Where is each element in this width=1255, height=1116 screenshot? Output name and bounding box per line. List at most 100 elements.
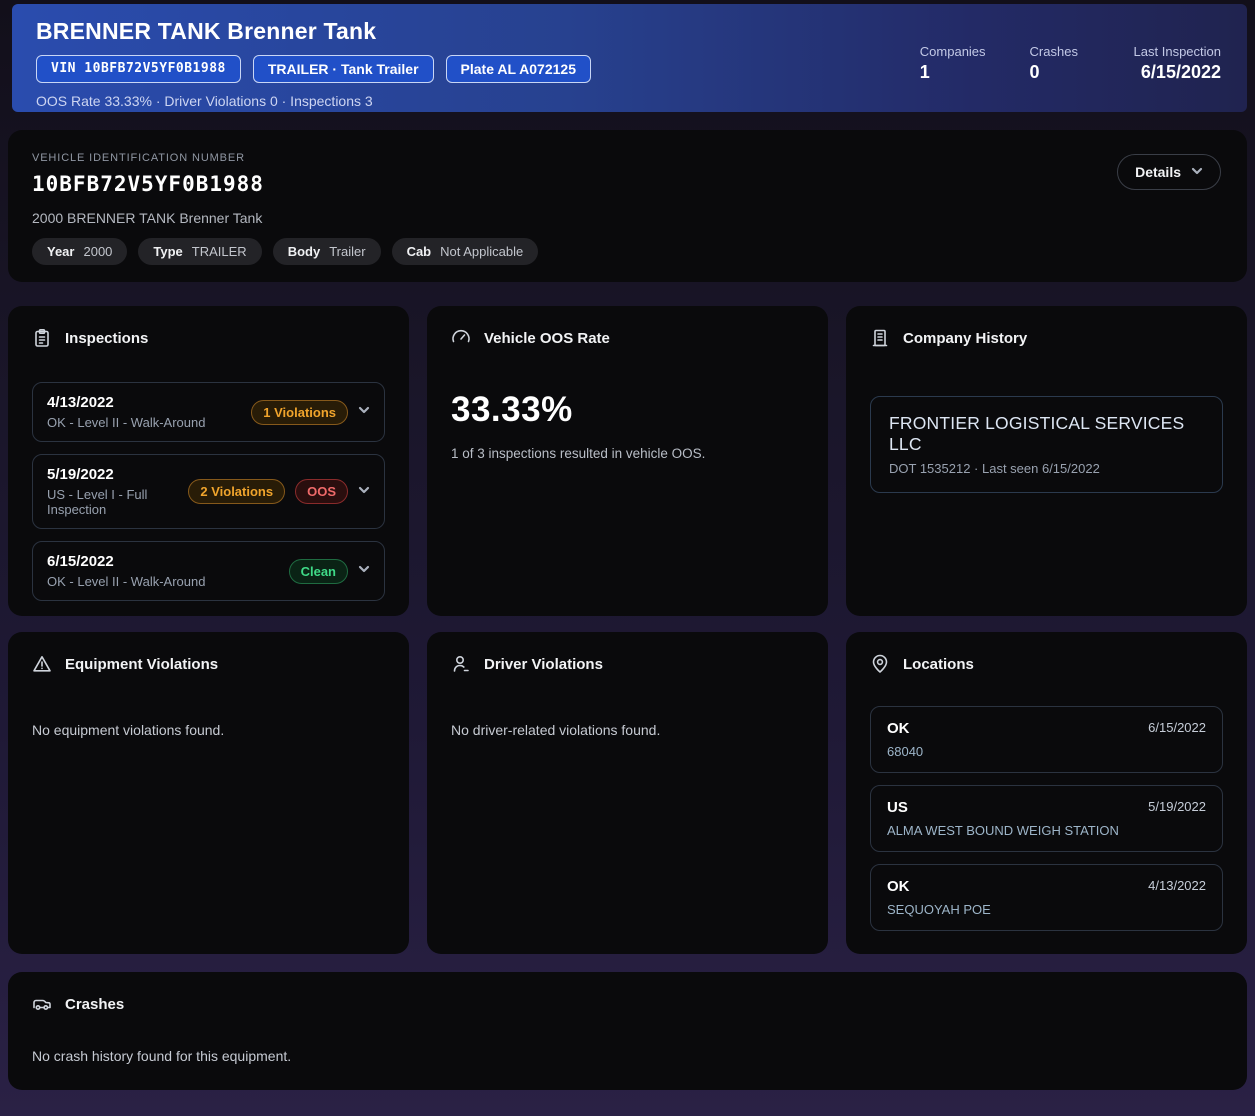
- inspections-list: 4/13/2022 OK - Level II - Walk-Around 1 …: [32, 382, 385, 601]
- inspection-desc: US - Level I - Full Inspection: [47, 487, 148, 517]
- inspection-desc: OK - Level II - Walk-Around: [47, 415, 206, 430]
- driver-violations-empty: No driver-related violations found.: [451, 722, 661, 738]
- driver-violations-header: Driver Violations: [451, 654, 804, 674]
- details-button[interactable]: Details: [1117, 154, 1221, 190]
- location-row[interactable]: US ALMA WEST BOUND WEIGH STATION 5/19/20…: [870, 785, 1223, 852]
- plate-badge[interactable]: Plate AL A072125: [445, 55, 591, 83]
- header-summary: OOS Rate 33.33% · Driver Violations 0 · …: [36, 93, 373, 109]
- stat-crashes: Crashes 0: [1030, 44, 1090, 112]
- clean-badge: Clean: [288, 558, 348, 584]
- attr-label: Type: [153, 244, 183, 259]
- location-place: 68040: [887, 744, 924, 759]
- location-state: US: [887, 799, 908, 816]
- attr-value: 2000: [83, 244, 113, 259]
- locations-card: Locations OK 68040 6/15/2022 US ALMA WES…: [846, 632, 1247, 954]
- card-title: Driver Violations: [484, 655, 603, 673]
- card-title: Locations: [903, 655, 974, 673]
- details-button-label: Details: [1135, 164, 1181, 180]
- location-row[interactable]: OK SEQUOYAH POE 4/13/2022: [870, 864, 1223, 931]
- inspection-row[interactable]: 5/19/2022 US - Level I - Full Inspection…: [32, 454, 385, 529]
- driver-violations-card: Driver Violations No driver-related viol…: [427, 632, 828, 954]
- card-title: Inspections: [65, 329, 149, 347]
- inspection-date: 6/15/2022: [47, 553, 114, 570]
- chevron-down-icon[interactable]: [358, 562, 370, 580]
- inspection-date: 4/13/2022: [47, 394, 114, 411]
- attr-label: Cab: [406, 244, 432, 259]
- attr-cab: Cab Not Applicable: [391, 238, 539, 265]
- type-badge[interactable]: TRAILER · Tank Trailer: [252, 55, 434, 83]
- equipment-violations-header: Equipment Violations: [32, 654, 385, 674]
- oos-rate-card: Vehicle OOS Rate 33.33% 1 of 3 inspectio…: [427, 306, 828, 616]
- violations-badge: 2 Violations: [188, 479, 286, 504]
- stat-value: 0: [1029, 62, 1040, 82]
- card-title: Crashes: [65, 995, 125, 1013]
- chevron-down-icon[interactable]: [358, 403, 370, 421]
- stat-last-inspection: Last Inspection 6/15/2022: [1134, 44, 1221, 112]
- person-icon: [451, 654, 471, 674]
- chevron-down-icon[interactable]: [358, 483, 370, 501]
- company-name: FRONTIER LOGISTICAL SERVICES LLC: [889, 413, 1185, 454]
- header-banner: BRENNER TANK Brenner Tank VIN 10BFB72V5Y…: [12, 4, 1247, 112]
- inspection-date: 5/19/2022: [47, 466, 114, 483]
- card-title: Vehicle OOS Rate: [484, 329, 610, 347]
- vehicle-description: 2000 BRENNER TANK Brenner Tank: [32, 210, 263, 226]
- inspection-desc: OK - Level II - Walk-Around: [47, 574, 206, 589]
- page-title: BRENNER TANK Brenner Tank: [36, 18, 377, 44]
- location-date: 6/15/2022: [1148, 720, 1206, 735]
- cards-row-2: Equipment Violations No equipment violat…: [8, 632, 1247, 954]
- card-title: Company History: [903, 329, 1028, 347]
- warning-triangle-icon: [32, 654, 52, 674]
- oos-badge: OOS: [295, 479, 348, 504]
- building-icon: [870, 328, 890, 348]
- location-state: OK: [887, 720, 910, 737]
- location-place: SEQUOYAH POE: [887, 902, 991, 917]
- company-history-card: Company History FRONTIER LOGISTICAL SERV…: [846, 306, 1247, 616]
- clipboard-icon: [32, 328, 52, 348]
- company-row[interactable]: FRONTIER LOGISTICAL SERVICES LLC DOT 153…: [870, 396, 1223, 493]
- map-pin-icon: [870, 654, 890, 674]
- stat-label: Last Inspection: [1133, 44, 1221, 59]
- location-row[interactable]: OK 68040 6/15/2022: [870, 706, 1223, 773]
- oos-rate-value: 33.33%: [451, 390, 573, 429]
- vehicle-attributes: Year 2000 Type TRAILER Body Trailer Cab …: [32, 238, 1223, 265]
- header-stats: Companies 1 Crashes 0 Last Inspection 6/…: [920, 18, 1221, 112]
- location-state: OK: [887, 878, 910, 895]
- company-history-header: Company History: [870, 328, 1223, 348]
- truck-icon: [32, 994, 52, 1014]
- oos-rate-description: 1 of 3 inspections resulted in vehicle O…: [451, 446, 706, 461]
- locations-header: Locations: [870, 654, 1223, 674]
- stat-label: Companies: [919, 44, 986, 59]
- attr-value: Not Applicable: [440, 244, 524, 259]
- location-date: 4/13/2022: [1148, 878, 1206, 893]
- crashes-header: Crashes: [32, 994, 1223, 1014]
- gauge-icon: [451, 328, 471, 348]
- stat-label: Crashes: [1029, 44, 1078, 59]
- chevron-down-icon: [1191, 164, 1203, 180]
- stat-value: 1: [919, 62, 930, 82]
- inspection-row[interactable]: 6/15/2022 OK - Level II - Walk-Around Cl…: [32, 541, 385, 601]
- cards-row-1: Inspections 4/13/2022 OK - Level II - Wa…: [8, 306, 1247, 616]
- oos-rate-header: Vehicle OOS Rate: [451, 328, 804, 348]
- violations-badge: 1 Violations: [251, 399, 348, 425]
- inspections-header: Inspections: [32, 328, 385, 348]
- attr-year: Year 2000: [32, 238, 128, 265]
- attr-value: TRAILER: [191, 244, 247, 259]
- attr-label: Body: [287, 244, 321, 259]
- stat-companies: Companies 1: [920, 44, 986, 112]
- location-date: 5/19/2022: [1148, 799, 1206, 814]
- header-badges: VIN 10BFB72V5YF0B1988 TRAILER · Tank Tra…: [36, 55, 591, 83]
- locations-list: OK 68040 6/15/2022 US ALMA WEST BOUND WE…: [870, 706, 1223, 931]
- equipment-violations-empty: No equipment violations found.: [32, 722, 225, 738]
- attr-value: Trailer: [329, 244, 366, 259]
- attr-type: Type TRAILER: [138, 238, 262, 265]
- company-detail: DOT 1535212 · Last seen 6/15/2022: [889, 461, 1100, 476]
- vin-badge[interactable]: VIN 10BFB72V5YF0B1988: [36, 55, 241, 83]
- attr-body: Body Trailer: [272, 238, 381, 265]
- inspection-row[interactable]: 4/13/2022 OK - Level II - Walk-Around 1 …: [32, 382, 385, 442]
- vin-label: VEHICLE IDENTIFICATION NUMBER: [32, 152, 245, 164]
- header-left: BRENNER TANK Brenner Tank VIN 10BFB72V5Y…: [36, 18, 591, 112]
- vin-value: 10BFB72V5YF0B1988: [32, 172, 264, 196]
- vin-card: VEHICLE IDENTIFICATION NUMBER 10BFB72V5Y…: [8, 130, 1247, 282]
- crashes-card: Crashes No crash history found for this …: [8, 972, 1247, 1090]
- location-place: ALMA WEST BOUND WEIGH STATION: [887, 823, 1119, 838]
